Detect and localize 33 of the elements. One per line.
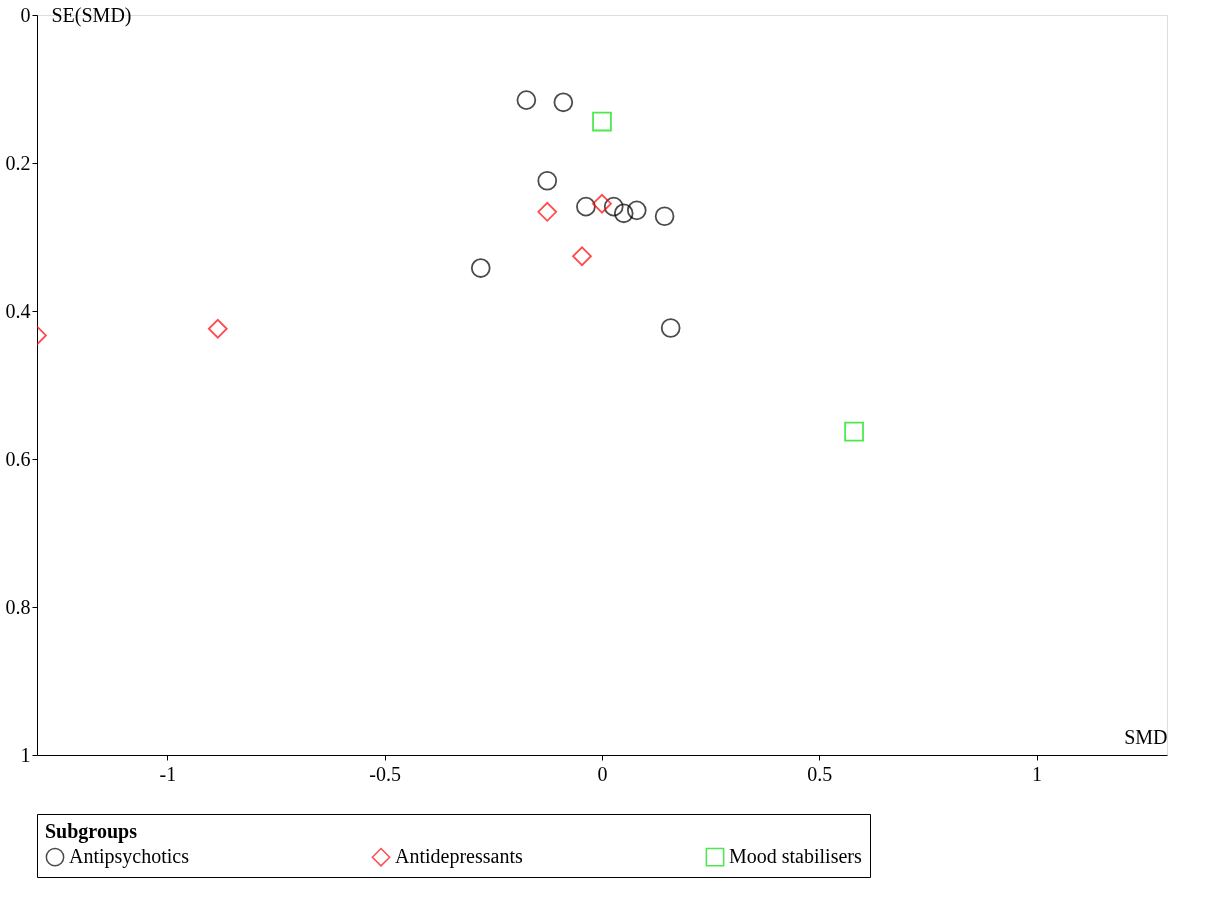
x-tick-label: 1 (1032, 762, 1043, 785)
point (626, 200, 647, 221)
y-tick-label: 0.4 (5, 299, 31, 322)
y-tick-label: 1 (20, 743, 31, 766)
point (572, 246, 592, 267)
point (603, 196, 624, 217)
point (613, 203, 634, 224)
point (592, 193, 612, 214)
point (553, 92, 574, 113)
legend-label: Antipsychotics (69, 845, 190, 869)
legend-label: Mood stabilisers (729, 845, 862, 868)
legend-title: Subgroups (45, 820, 138, 843)
legend-label: Antidepressants (395, 845, 523, 869)
point (516, 90, 537, 110)
point (660, 318, 681, 338)
x-tick-label: -0.5 (369, 762, 402, 785)
x-axis-title: SMD (1124, 725, 1168, 748)
x-tick-label: 0 (597, 762, 608, 785)
y-tick-label: 0.6 (5, 447, 31, 470)
y-tick-label: 0 (20, 3, 31, 26)
x-tick-label: 0.5 (807, 762, 833, 785)
point (576, 196, 596, 217)
point (654, 206, 675, 227)
y-axis-title: SE(SMD) (51, 3, 132, 27)
y-tick-label: 0.2 (5, 151, 31, 174)
point (592, 111, 612, 132)
point (207, 318, 228, 339)
y-tick-label: 0.8 (5, 595, 31, 618)
point (844, 421, 864, 442)
x-tick-label: -1 (159, 762, 177, 785)
point (537, 202, 558, 222)
point (470, 258, 491, 278)
point (537, 170, 558, 191)
